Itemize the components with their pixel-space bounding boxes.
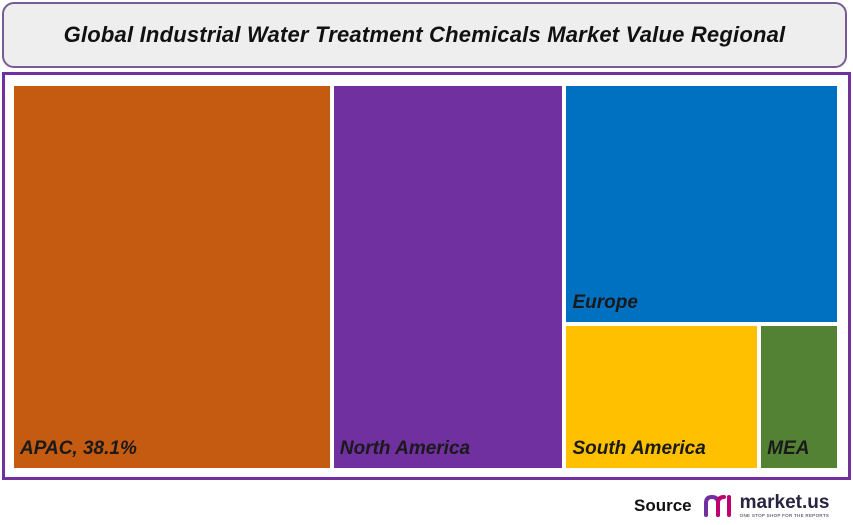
tile-south-america-label: South America	[572, 437, 706, 459]
tile-apac-label: APAC, 38.1%	[20, 438, 137, 459]
tile-south-america: South America	[564, 323, 760, 470]
chart-title: Global Industrial Water Treatment Chemic…	[63, 22, 786, 47]
tile-europe-label: Europe	[572, 291, 638, 313]
tile-mea: MEA	[759, 323, 839, 470]
tile-europe: Europe	[564, 84, 839, 324]
brand-tagline: ONE STOP SHOP FOR THE REPORTS	[739, 513, 830, 519]
source-label: Source	[634, 496, 692, 515]
brand-logo: market.us ONE STOP SHOP FOR THE REPORTS	[702, 492, 830, 519]
source-attribution: Source market.us ONE STOP SHOP FOR THE R…	[634, 493, 829, 519]
chart-title-box: Global Industrial Water Treatment Chemic…	[2, 2, 847, 68]
tile-north-america-label: North America	[339, 438, 471, 459]
tile-apac: APAC, 38.1%	[12, 84, 332, 470]
tile-north-america: North America	[331, 84, 565, 470]
tile-mea-label: MEA	[767, 437, 810, 459]
market-us-logo-icon	[703, 494, 731, 517]
brand-name: market.us	[739, 492, 830, 514]
treemap: APAC, 38.1% North America Europe South Amer…	[12, 84, 839, 470]
